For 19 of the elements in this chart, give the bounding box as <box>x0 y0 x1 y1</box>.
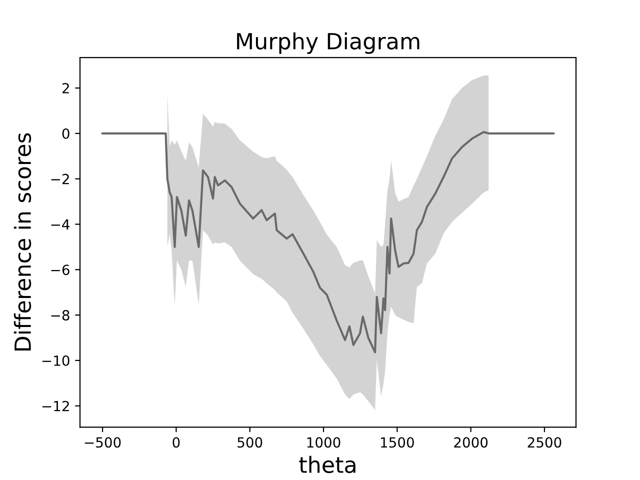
x-tick-label: 2500 <box>528 437 562 448</box>
x-tick-label: 1500 <box>381 437 414 448</box>
y-tick-label: 0 <box>62 128 70 139</box>
y-tick-label: −8 <box>51 310 70 321</box>
x-tick-label: 1000 <box>307 437 340 448</box>
y-tick-label: −12 <box>42 400 69 412</box>
line-series <box>101 131 555 354</box>
y-tick-label: −4 <box>51 219 70 230</box>
x-axis-title: theta <box>299 456 356 474</box>
chart-title: Murphy Diagram <box>237 32 420 54</box>
x-tick-label: 500 <box>238 437 262 448</box>
y-tick-label: −10 <box>42 355 70 366</box>
x-tick-label: 2000 <box>454 437 488 448</box>
x-tick-label: 0 <box>172 437 180 448</box>
y-tick-label: 2 <box>62 82 69 94</box>
y-tick-label: −6 <box>51 264 70 276</box>
x-tick-label: −500 <box>84 437 121 448</box>
y-tick-label: −2 <box>51 174 69 184</box>
y-axis-title: Difference in scores <box>14 133 32 350</box>
